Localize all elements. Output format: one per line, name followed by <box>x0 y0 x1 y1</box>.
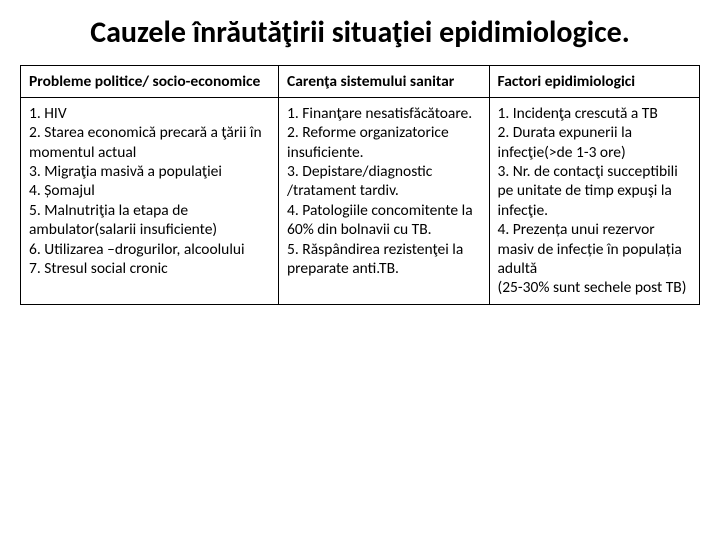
slide: Cauzele înrăutăţirii situaţiei epidimiol… <box>0 0 720 540</box>
header-sanitar: Carenţa sistemului sanitar <box>279 65 489 97</box>
slide-title: Cauzele înrăutăţirii situaţiei epidimiol… <box>20 16 700 51</box>
header-epidemiologic: Factori epidimiologici <box>489 65 700 97</box>
table-header-row: Probleme politice/ socio-economice Caren… <box>21 65 700 97</box>
cell-epidemiologic: 1. Incidenţa crescută a TB2. Durata expu… <box>489 97 700 304</box>
header-politic: Probleme politice/ socio-economice <box>21 65 279 97</box>
table-row: 1. HIV2. Starea economică precară a ţări… <box>21 97 700 304</box>
causes-table: Probleme politice/ socio-economice Caren… <box>20 65 700 305</box>
cell-sanitar: 1. Finanţare nesatisfăcătoare.2. Reforme… <box>279 97 489 304</box>
cell-politic: 1. HIV2. Starea economică precară a ţări… <box>21 97 279 304</box>
